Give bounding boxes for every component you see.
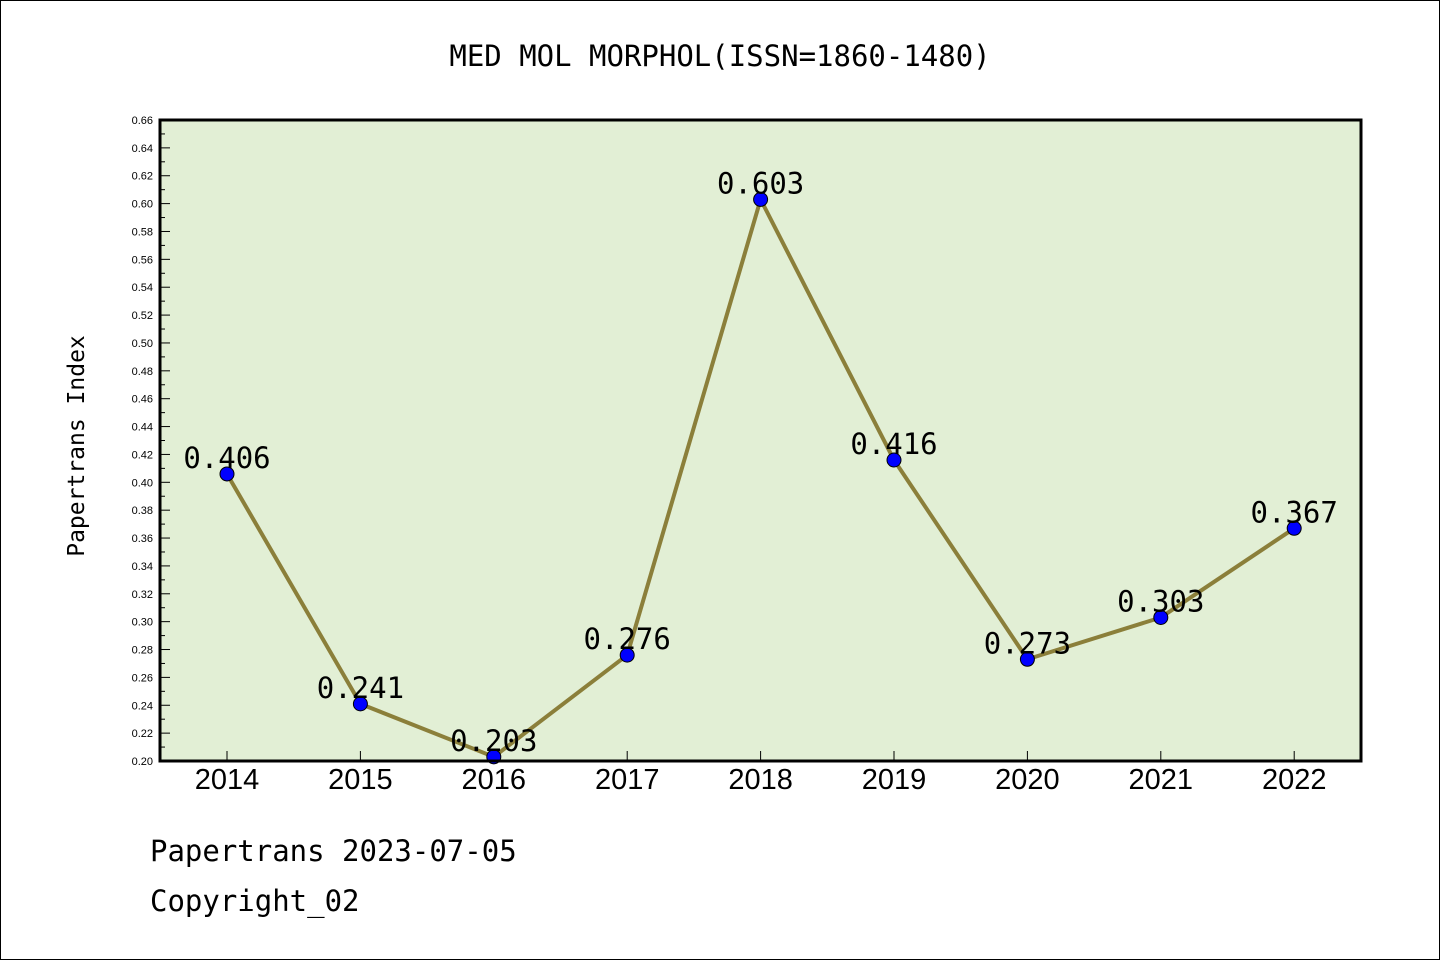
data-point: [1286, 520, 1302, 536]
plot-border: [158, 118, 1363, 763]
data-label: 0.203: [450, 724, 537, 758]
x-tick-label: 2015: [328, 764, 393, 796]
data-point: [219, 466, 235, 482]
y-tick-label: 0.62: [132, 171, 153, 183]
y-tick-label: 0.58: [132, 226, 153, 238]
y-tick-label: 0.50: [132, 338, 153, 350]
y-tick-label: 0.66: [132, 115, 153, 127]
data-label: 0.303: [1117, 584, 1204, 618]
y-tick-label: 0.36: [132, 533, 153, 545]
data-point: [352, 696, 368, 712]
data-point: [619, 647, 635, 663]
x-tick-label: 2021: [1129, 764, 1194, 796]
y-tick-label: 0.32: [132, 589, 153, 601]
x-axis-ticks: 2014 2015 2016 2017 2018 2019 2020 2021 2022: [195, 751, 1327, 796]
data-label: 0.241: [317, 671, 404, 705]
y-tick-label: 0.42: [132, 449, 153, 461]
y-tick-label: 0.48: [132, 366, 153, 378]
y-tick-label: 0.44: [132, 422, 153, 434]
footer-date: Papertrans 2023-07-05: [150, 834, 517, 868]
y-tick-label: 0.26: [132, 672, 153, 684]
y-tick-label: 0.60: [132, 199, 153, 211]
x-tick-label: 2016: [462, 764, 527, 796]
x-tick-label: 2018: [728, 764, 793, 796]
data-point: [886, 452, 902, 468]
y-tick-label: 0.28: [132, 645, 153, 657]
data-point: [1019, 651, 1035, 667]
y-axis-label: Papertrans Index: [64, 335, 90, 557]
data-point: [1153, 609, 1169, 625]
y-tick-label: 0.38: [132, 505, 153, 517]
data-markers: [219, 191, 1302, 765]
y-tick-label: 0.54: [132, 282, 153, 294]
y-axis-ticks: 0.20 0.22 0.24 0.26 0.28 0.30 0.32 0.34 0.36 0.38…: [132, 115, 170, 768]
x-tick-label: 2019: [862, 764, 927, 796]
chart-title: MED MOL MORPHOL(ISSN=1860-1480): [449, 39, 990, 73]
x-tick-label: 2014: [195, 764, 260, 796]
y-tick-label: 0.24: [132, 700, 153, 712]
y-tick-label: 0.52: [132, 310, 153, 322]
y-tick-label: 0.46: [132, 394, 153, 406]
data-label: 0.273: [984, 626, 1071, 660]
y-tick-label: 0.56: [132, 254, 153, 266]
data-label: 0.367: [1251, 495, 1338, 529]
plot-area: [160, 120, 1361, 761]
y-tick-label: 0.20: [132, 756, 153, 768]
y-tick-label: 0.34: [132, 561, 153, 573]
data-labels: 0.406 0.241 0.203 0.276 0.603 0.416 0.273 0.303…: [183, 166, 1338, 757]
data-label: 0.416: [850, 427, 937, 461]
data-point: [753, 191, 769, 207]
footer-copyright: Copyright_02: [150, 884, 360, 918]
y-tick-label: 0.22: [132, 728, 153, 740]
data-label: 0.603: [717, 166, 804, 200]
x-tick-label: 2022: [1262, 764, 1327, 796]
data-label: 0.276: [584, 622, 671, 656]
x-tick-label: 2017: [595, 764, 660, 796]
x-tick-label: 2020: [995, 764, 1060, 796]
y-tick-label: 0.40: [132, 477, 153, 489]
y-tick-label: 0.30: [132, 617, 153, 629]
data-label: 0.406: [183, 441, 270, 475]
y-tick-label: 0.64: [132, 143, 153, 155]
